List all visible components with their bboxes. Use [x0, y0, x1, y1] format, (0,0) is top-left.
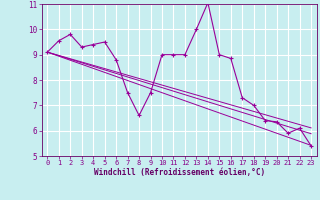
X-axis label: Windchill (Refroidissement éolien,°C): Windchill (Refroidissement éolien,°C)	[94, 168, 265, 177]
